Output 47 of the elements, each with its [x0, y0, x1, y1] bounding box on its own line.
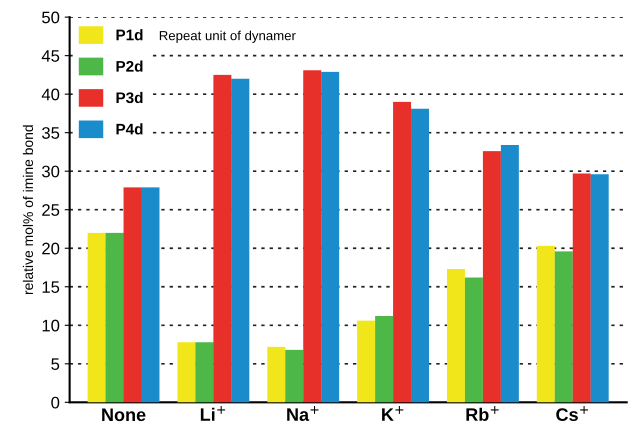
bar [303, 70, 322, 402]
bar [536, 246, 555, 402]
legend-label: P1d [116, 29, 142, 40]
x-tick-label: K$^{+}$ [382, 406, 404, 421]
y-tick-label: 10 [42, 320, 60, 332]
x-tick-label: Cs$^{+}$ [556, 406, 588, 421]
bar [464, 278, 483, 402]
bar [231, 78, 250, 402]
bar [142, 187, 160, 402]
y-tick-label: 35 [42, 127, 60, 139]
y-tick-label: 20 [42, 242, 60, 254]
annotation: Repeat unit of dynamer [160, 30, 296, 43]
bar [572, 174, 591, 402]
x-tick-label: Li$^{+}$ [200, 406, 226, 421]
y-tick-label: 50 [42, 12, 60, 24]
bar [267, 346, 286, 402]
bar [106, 232, 124, 402]
bar [393, 102, 412, 402]
bar [554, 251, 573, 402]
bar [88, 232, 106, 402]
legend-label: P3d [116, 92, 142, 104]
bar [213, 74, 232, 402]
y-tick-label: 40 [42, 88, 60, 100]
y-tick-label: 5 [51, 358, 60, 370]
y-tick-label: 45 [42, 50, 60, 62]
y-axis-title: relative mol% of imine bond [22, 125, 34, 294]
bar [321, 72, 340, 402]
bar [357, 320, 376, 402]
bar [177, 342, 196, 402]
y-tick-label: 0 [51, 396, 60, 409]
x-tick-label: None [102, 408, 146, 422]
legend-label: P4d [116, 123, 142, 135]
x-tick-label: Rb$^{+}$ [466, 406, 499, 421]
legend-label: P2d [116, 60, 142, 72]
bar [446, 269, 465, 402]
bar [375, 316, 394, 402]
x-tick-label: Na$^{+}$ [287, 406, 318, 421]
bar [285, 350, 304, 402]
bar [195, 342, 214, 402]
y-tick-label: 25 [42, 204, 60, 216]
y-tick-label: 15 [42, 281, 60, 293]
bar [482, 151, 501, 402]
bar [590, 174, 609, 402]
y-tick-label: 30 [42, 166, 60, 178]
bar [124, 187, 142, 402]
bar [411, 108, 430, 402]
bar [500, 145, 519, 402]
